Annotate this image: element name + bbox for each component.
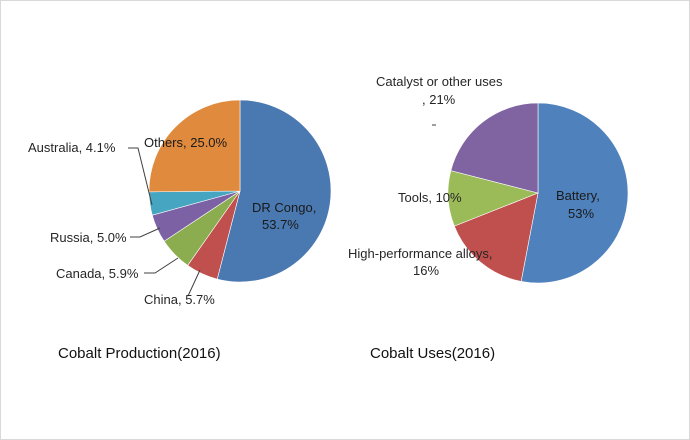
- label-russia: Russia, 5.0%: [50, 230, 127, 245]
- label-alloys-value: 16%: [413, 263, 439, 278]
- production-slice-others: [148, 99, 241, 193]
- uses-slice-high-performance-alloys: [453, 192, 539, 282]
- label-china: China, 5.7%: [144, 292, 215, 307]
- label-canada: Canada, 5.9%: [56, 266, 139, 281]
- production-slice-dr-congo: [216, 99, 332, 283]
- label-tools: Tools, 10%: [398, 190, 462, 205]
- leader-russia: [130, 227, 161, 238]
- caption-production: Cobalt Production(2016): [58, 345, 221, 362]
- label-alloys: High-performance alloys,: [348, 246, 493, 261]
- leader-china: [187, 269, 201, 297]
- caption-uses: Cobalt Uses(2016): [370, 345, 496, 362]
- leader-canada: [144, 257, 179, 274]
- label-catalyst: Catalyst or other uses: [376, 74, 503, 89]
- label-australia: Australia, 4.1%: [28, 140, 116, 155]
- label-drc-value: 53.7%: [262, 217, 299, 232]
- uses-slice-catalyst-or-other-uses: [450, 102, 539, 194]
- pie-uses: [447, 102, 629, 284]
- uses-slice-battery: [520, 102, 629, 284]
- pie-production: [148, 99, 332, 283]
- leader-australia: [128, 147, 153, 206]
- label-battery-value: 53%: [568, 206, 594, 221]
- label-others: Others, 25.0%: [144, 135, 228, 150]
- label-battery: Battery,: [556, 188, 600, 203]
- label-drc: DR Congo,: [252, 200, 316, 215]
- label-catalyst-value: , 21%: [422, 92, 456, 107]
